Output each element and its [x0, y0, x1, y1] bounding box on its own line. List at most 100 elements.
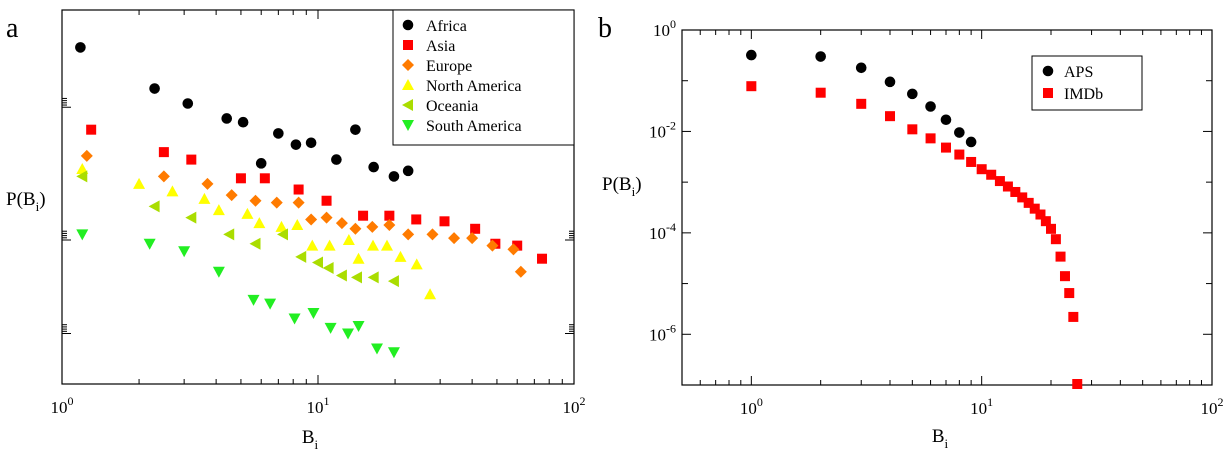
point-north-america — [342, 234, 355, 246]
legend-label-south-america: South America — [426, 118, 522, 135]
legend-marker-south-america — [402, 120, 414, 131]
point-europe — [249, 194, 262, 207]
panel-b-y-tick-label: 10-2 — [649, 118, 676, 141]
point-imdb — [1040, 216, 1051, 227]
point-imdb — [1072, 379, 1083, 389]
point-europe — [383, 219, 396, 232]
point-asia — [470, 223, 481, 234]
point-imdb — [1002, 181, 1013, 192]
panel-b-legend: APS IMDb — [1031, 55, 1143, 111]
point-north-america — [394, 250, 407, 262]
point-aps — [746, 49, 757, 61]
point-oceania — [249, 237, 261, 250]
point-asia — [321, 195, 332, 206]
legend-marker-asia — [403, 40, 413, 50]
legend-label-aps: APS — [1064, 64, 1093, 81]
point-south-america — [76, 229, 89, 241]
legend-label-oceania: Oceania — [426, 98, 478, 115]
panel-b-x-axis-label: Bi — [932, 426, 949, 451]
point-aps — [954, 127, 965, 138]
series-imdb — [746, 81, 1083, 389]
panel-b-frame — [681, 29, 1213, 386]
point-imdb — [907, 124, 918, 135]
panel-b-x-tick-label: 100 — [740, 395, 763, 418]
panel-b-x-tick-label: 101 — [970, 395, 993, 418]
panel-a-x-axis-label: Bi — [302, 427, 319, 452]
point-north-america — [424, 288, 437, 300]
point-africa — [331, 154, 342, 165]
point-north-america — [380, 239, 393, 251]
panel-a-legend-box — [392, 9, 575, 146]
point-oceania — [295, 250, 307, 263]
point-europe — [80, 149, 93, 162]
series-africa — [75, 42, 414, 182]
point-europe — [225, 189, 238, 202]
panel-a-label: a — [6, 13, 19, 44]
point-europe — [292, 196, 305, 209]
point-north-america — [253, 217, 266, 229]
point-oceania — [148, 200, 160, 213]
point-north-america — [323, 239, 336, 251]
panel-b-y-axis-label: P(Bi) — [602, 174, 642, 199]
point-africa — [305, 137, 317, 149]
point-imdb — [1055, 251, 1066, 262]
point-oceania — [335, 269, 347, 282]
point-europe — [448, 232, 461, 245]
point-africa — [368, 161, 379, 173]
legend-label-asia: Asia — [426, 38, 455, 55]
point-africa — [149, 83, 160, 94]
point-africa — [255, 158, 267, 169]
point-aps — [884, 76, 896, 88]
point-south-america — [264, 298, 277, 310]
panel-a-y-axis-label: P(Bi) — [6, 189, 46, 214]
point-north-america — [275, 220, 288, 232]
point-imdb — [1017, 192, 1028, 203]
point-imdb — [1010, 186, 1021, 197]
panel-a-x-tick-label: 102 — [563, 394, 586, 417]
point-imdb — [940, 142, 951, 153]
point-imdb — [1064, 288, 1075, 299]
point-aps — [815, 51, 826, 62]
point-europe — [514, 265, 527, 278]
point-asia — [384, 210, 395, 221]
point-imdb — [856, 98, 867, 109]
legend-marker-aps — [1042, 65, 1054, 77]
point-imdb — [1068, 311, 1079, 322]
point-africa — [75, 42, 86, 53]
panel-b-y-tick-label: 100 — [653, 17, 676, 40]
point-asia — [537, 253, 548, 264]
point-aps — [855, 62, 867, 74]
point-europe — [426, 228, 439, 241]
point-south-america — [143, 238, 156, 250]
point-north-america — [133, 177, 146, 189]
point-africa — [273, 128, 284, 139]
series-asia — [86, 124, 548, 264]
point-south-america — [352, 321, 365, 333]
point-north-america — [166, 185, 179, 197]
point-south-america — [212, 266, 225, 278]
panel-b-y-tick-label: 10-6 — [649, 321, 676, 344]
point-africa — [402, 165, 414, 177]
point-south-america — [342, 328, 355, 340]
panel-b-legend-box — [1031, 55, 1143, 111]
legend-marker-oceania — [402, 99, 413, 111]
point-oceania — [312, 256, 323, 269]
point-south-america — [178, 246, 191, 258]
point-south-america — [324, 322, 337, 334]
point-north-america — [291, 219, 304, 231]
point-asia — [186, 154, 197, 165]
series-south-america — [76, 229, 400, 359]
series-aps — [746, 49, 977, 148]
panel-b-points — [746, 49, 1083, 389]
point-south-america — [247, 294, 260, 306]
point-asia — [235, 173, 246, 184]
series-oceania — [76, 170, 399, 288]
point-oceania — [185, 211, 197, 224]
point-south-america — [370, 343, 383, 355]
point-imdb — [1059, 271, 1070, 282]
point-south-america — [288, 313, 301, 325]
point-north-america — [367, 239, 380, 251]
panel-a-x-tick-label: 100 — [51, 394, 74, 417]
point-europe — [270, 196, 283, 209]
